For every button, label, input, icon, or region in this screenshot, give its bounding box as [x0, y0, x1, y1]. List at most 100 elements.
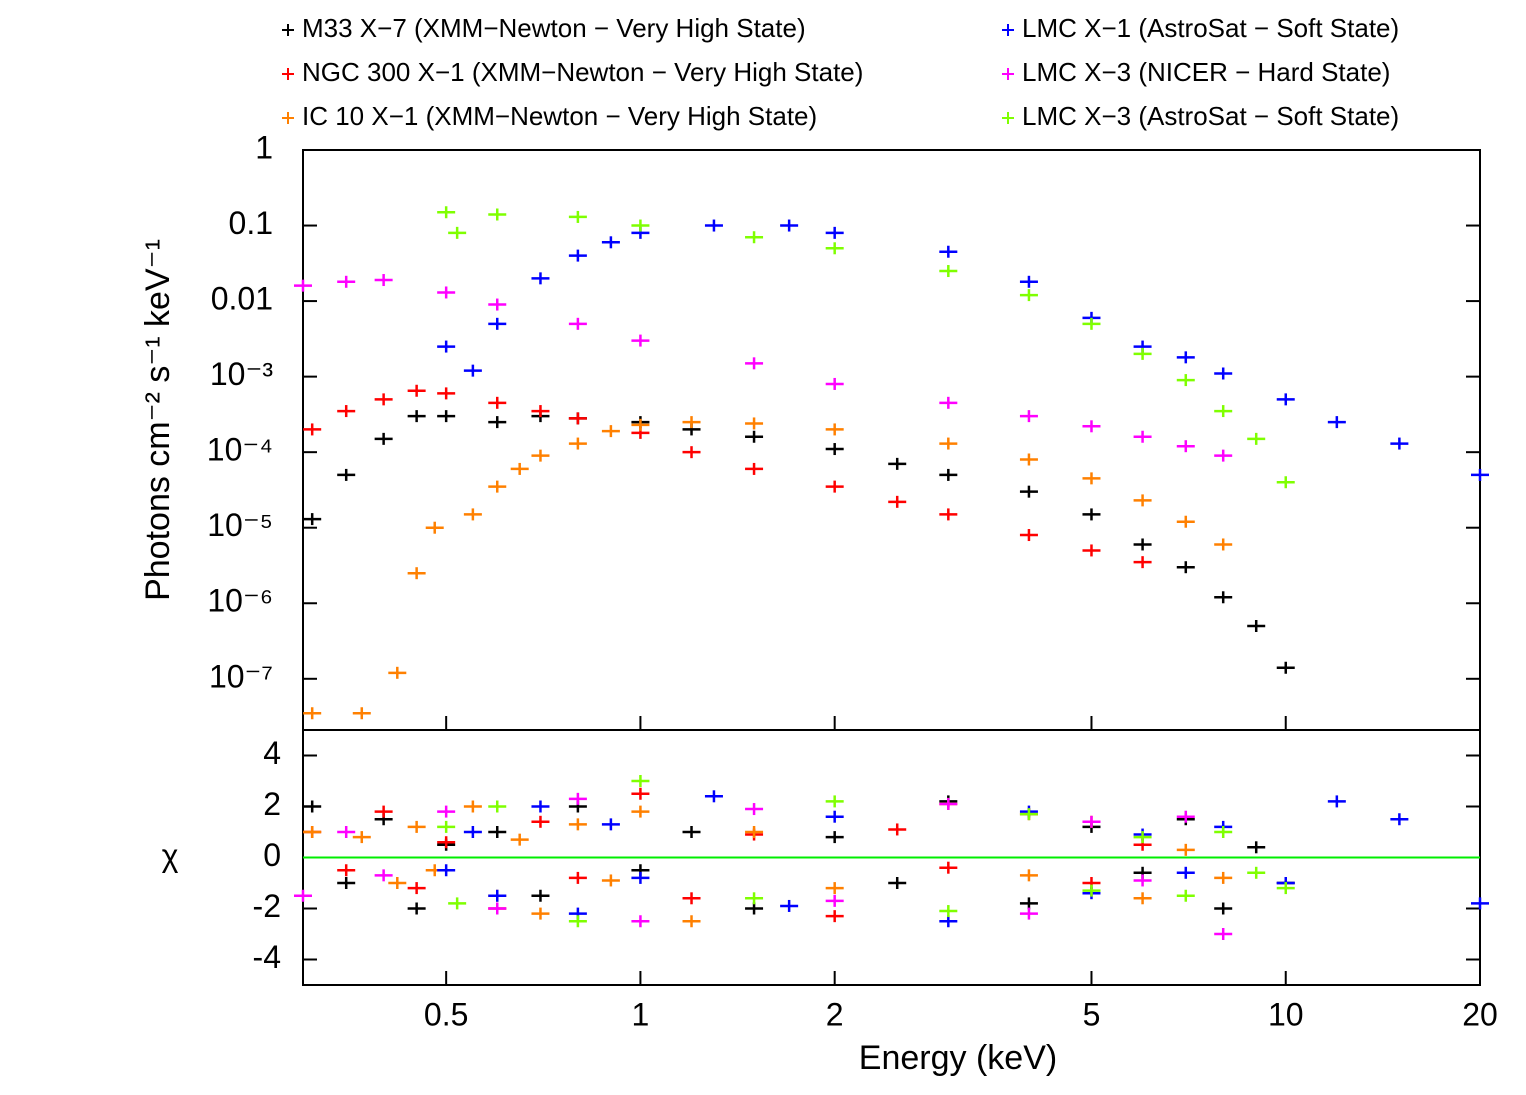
data-point — [1214, 591, 1233, 604]
data-point — [780, 219, 799, 232]
data-point — [745, 417, 764, 430]
residual-point — [437, 836, 456, 849]
data-point — [1214, 405, 1233, 418]
residual-point — [1214, 826, 1233, 838]
data-point — [437, 387, 456, 400]
residual-point — [1176, 889, 1195, 902]
data-point — [1019, 485, 1038, 498]
data-point — [437, 286, 456, 299]
data-point — [601, 425, 620, 438]
residual-point — [1133, 874, 1152, 887]
residual-point — [488, 800, 507, 813]
residual-y-tick-label: 4 — [263, 735, 281, 771]
data-point — [745, 231, 764, 244]
data-point — [1176, 561, 1195, 574]
data-point — [1133, 494, 1152, 507]
x-tick-label: 10 — [1268, 996, 1304, 1032]
legend-label: M33 X−7 (XMM−Newton − Very High State) — [302, 13, 806, 43]
residual-point — [488, 889, 507, 902]
data-point — [745, 462, 764, 475]
residual-point — [825, 882, 844, 895]
residual-point — [1133, 892, 1152, 905]
data-point — [568, 412, 587, 425]
residual-point — [745, 826, 764, 838]
data-point — [437, 206, 456, 219]
residual-point — [601, 818, 620, 831]
data-point — [825, 423, 844, 436]
data-point — [1082, 508, 1101, 521]
residual-point — [448, 897, 467, 910]
data-point — [568, 317, 587, 330]
data-point — [303, 513, 322, 526]
residual-point — [631, 871, 650, 884]
data-point — [294, 279, 312, 292]
residual-point — [303, 826, 322, 838]
x-axis-label: Energy (keV) — [859, 1039, 1057, 1077]
data-point — [1019, 275, 1038, 288]
data-point — [888, 495, 907, 508]
residual-point — [825, 810, 844, 823]
data-point — [374, 274, 393, 287]
y-axis-label: Photons cm⁻² s⁻¹ keV⁻¹ — [139, 239, 177, 601]
residual-point — [1019, 907, 1038, 920]
data-point — [601, 236, 620, 249]
legend-label: LMC X−1 (AstroSat − Soft State) — [1022, 13, 1399, 43]
residual-point — [825, 894, 844, 907]
residual-point — [939, 861, 958, 874]
residual-y-tick-label: 2 — [263, 786, 281, 822]
residual-point — [568, 792, 587, 805]
y-tick-label: 10⁻⁷ — [209, 658, 273, 694]
data-point — [1019, 289, 1038, 302]
data-point — [888, 457, 907, 470]
residual-point — [888, 823, 907, 836]
residual-point — [631, 787, 650, 800]
residual-point — [888, 877, 907, 889]
data-point — [745, 430, 764, 443]
residual-point — [1019, 869, 1038, 882]
data-point — [407, 410, 426, 423]
residual-point — [510, 833, 529, 846]
residual-point — [294, 889, 312, 902]
x-tick-label: 20 — [1462, 996, 1498, 1032]
data-point — [337, 405, 356, 418]
data-point — [1133, 556, 1152, 569]
data-point — [531, 405, 550, 418]
data-point — [939, 245, 958, 258]
residual-point — [1247, 866, 1266, 879]
data-point — [463, 364, 482, 377]
residual-point — [704, 790, 723, 803]
residual-point — [568, 915, 587, 928]
data-point — [407, 567, 426, 580]
residual-point — [601, 874, 620, 887]
residual-point — [374, 805, 393, 818]
residual-point — [568, 818, 587, 831]
residual-point — [1176, 810, 1195, 823]
residual-point — [745, 902, 764, 915]
data-point — [303, 423, 322, 436]
data-point — [1019, 453, 1038, 466]
residual-point — [531, 889, 550, 902]
data-point — [1019, 529, 1038, 542]
data-point — [939, 468, 958, 481]
residual-point — [337, 864, 356, 877]
residual-point — [1214, 871, 1233, 884]
data-point — [1247, 432, 1266, 445]
data-point — [1082, 420, 1101, 433]
residual-point — [939, 915, 958, 928]
residual-point — [780, 899, 799, 912]
residual-point — [825, 795, 844, 808]
data-point — [745, 357, 764, 370]
data-point — [1082, 317, 1101, 330]
residual-point — [463, 800, 482, 813]
residual-point — [437, 805, 456, 818]
data-point — [568, 437, 587, 450]
residual-point — [1214, 902, 1233, 915]
residual-point — [825, 910, 844, 923]
data-point — [568, 210, 587, 223]
data-point — [437, 340, 456, 353]
residual-point — [1019, 897, 1038, 910]
y-tick-label: 0.1 — [229, 205, 273, 241]
residual-point — [1327, 795, 1346, 808]
residual-point — [437, 820, 456, 833]
data-point — [488, 416, 507, 429]
